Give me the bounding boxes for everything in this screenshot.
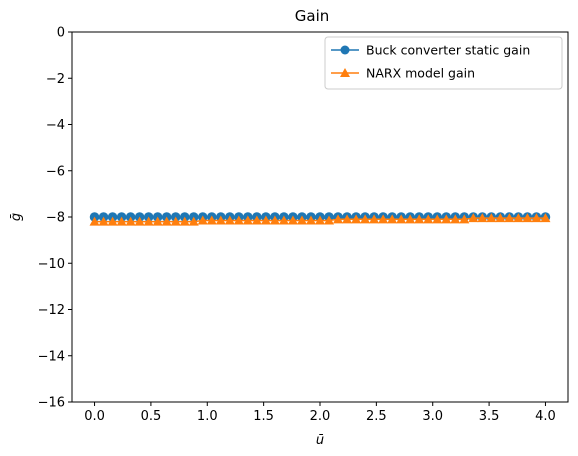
data-point-narx bbox=[98, 216, 109, 226]
legend-marker-narx bbox=[340, 68, 350, 77]
x-tick-label: 4.0 bbox=[535, 409, 556, 424]
y-tick-label: −10 bbox=[38, 257, 65, 272]
x-tick-label: 1.0 bbox=[197, 409, 218, 424]
data-point-narx bbox=[459, 214, 470, 224]
data-point-narx bbox=[125, 216, 136, 226]
data-point-narx bbox=[206, 215, 217, 225]
x-tick-label: 0.0 bbox=[84, 409, 105, 424]
chart-title: Gain bbox=[295, 7, 330, 25]
y-tick-label: −2 bbox=[46, 72, 65, 87]
data-point-narx bbox=[342, 214, 353, 224]
data-point-narx bbox=[360, 214, 371, 224]
data-point-narx bbox=[369, 214, 380, 224]
data-point-narx bbox=[278, 215, 289, 225]
y-tick-label: −6 bbox=[46, 164, 65, 179]
data-point-narx bbox=[134, 216, 145, 226]
data-point-narx bbox=[143, 216, 154, 226]
data-point-narx bbox=[161, 216, 172, 226]
data-point-narx bbox=[486, 213, 497, 223]
data-point-narx bbox=[188, 216, 199, 226]
data-point-narx bbox=[152, 216, 163, 226]
y-tick-label: 0 bbox=[57, 26, 65, 41]
data-point-narx bbox=[522, 213, 533, 223]
data-point-narx bbox=[224, 215, 235, 225]
x-tick-label: 2.0 bbox=[310, 409, 331, 424]
data-point-narx bbox=[450, 214, 461, 224]
data-point-narx bbox=[197, 215, 208, 225]
y-tick-label: −16 bbox=[38, 396, 65, 411]
legend-label-narx: NARX model gain bbox=[366, 66, 475, 81]
y-tick-label: −8 bbox=[46, 211, 65, 226]
data-point-narx bbox=[296, 215, 307, 225]
data-point-narx bbox=[324, 215, 335, 225]
data-point-narx bbox=[179, 216, 190, 226]
legend-box bbox=[324, 36, 563, 90]
data-point-narx bbox=[441, 214, 452, 224]
data-point-narx bbox=[540, 213, 551, 223]
y-axis-label: ḡ bbox=[9, 213, 24, 221]
data-point-narx bbox=[504, 213, 515, 223]
legend-label-buck: Buck converter static gain bbox=[366, 43, 530, 58]
y-tick-label: −4 bbox=[46, 118, 65, 133]
data-point-narx bbox=[513, 213, 524, 223]
x-tick-label: 3.5 bbox=[479, 409, 500, 424]
data-point-narx bbox=[405, 214, 416, 224]
data-point-narx bbox=[414, 214, 425, 224]
data-point-narx bbox=[477, 213, 488, 223]
x-tick-label: 1.5 bbox=[253, 409, 274, 424]
data-point-narx bbox=[116, 216, 127, 226]
legend: Buck converter static gain NARX model ga… bbox=[324, 36, 563, 90]
data-point-narx bbox=[351, 214, 362, 224]
data-point-narx bbox=[432, 214, 443, 224]
data-point-narx bbox=[468, 213, 479, 223]
data-point-narx bbox=[251, 215, 262, 225]
data-point-narx bbox=[269, 215, 280, 225]
data-point-narx bbox=[107, 216, 118, 226]
data-point-narx bbox=[378, 214, 389, 224]
y-tick-label: −12 bbox=[38, 303, 65, 318]
data-point-narx bbox=[170, 216, 181, 226]
data-point-narx bbox=[305, 215, 316, 225]
data-point-narx bbox=[242, 215, 253, 225]
data-point-narx bbox=[531, 213, 542, 223]
legend-marker-buck bbox=[340, 45, 350, 55]
x-tick-label: 3.0 bbox=[422, 409, 443, 424]
data-point-narx bbox=[495, 213, 506, 223]
data-point-narx bbox=[89, 216, 100, 226]
data-point-narx bbox=[260, 215, 271, 225]
x-axis-label: ū bbox=[316, 433, 324, 448]
data-point-narx bbox=[287, 215, 298, 225]
data-point-narx bbox=[423, 214, 434, 224]
data-point-narx bbox=[333, 214, 344, 224]
data-point-narx bbox=[233, 215, 244, 225]
axis-ticks: 0.0 0.5 1.0 1.5 2.0 2.5 3.0 3.5 4.0 0 −2 −4 −6 −8 −10 −… bbox=[38, 26, 556, 425]
x-tick-label: 0.5 bbox=[141, 409, 162, 424]
data-point-narx bbox=[387, 214, 398, 224]
data-point-narx bbox=[215, 215, 226, 225]
series-layer bbox=[89, 212, 551, 226]
data-point-narx bbox=[396, 214, 407, 224]
y-tick-label: −14 bbox=[38, 349, 65, 364]
x-tick-label: 2.5 bbox=[366, 409, 387, 424]
data-point-narx bbox=[315, 215, 325, 225]
